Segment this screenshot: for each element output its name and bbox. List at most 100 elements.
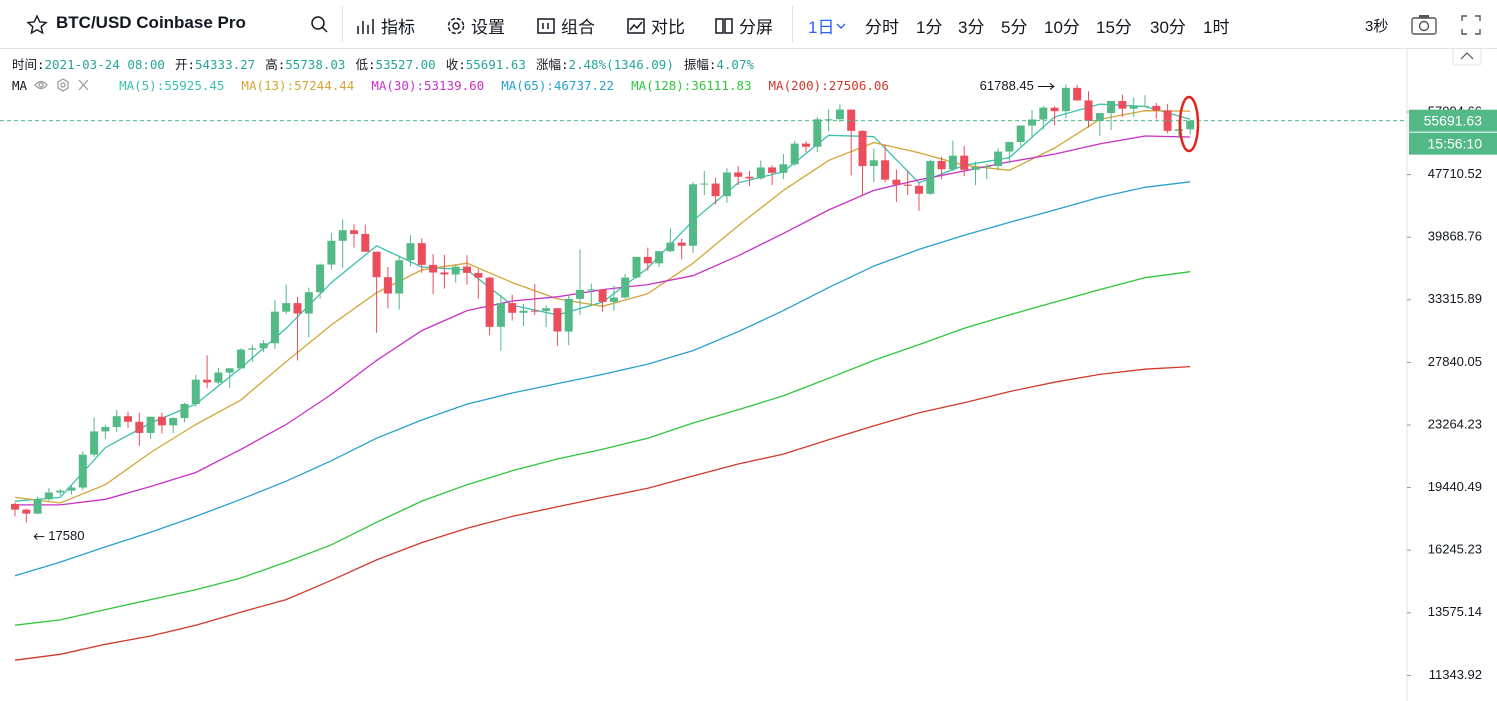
candle-body: [112, 416, 121, 428]
indicator-controls[interactable]: [33, 77, 103, 93]
candle-body: [598, 289, 607, 302]
toolbar-icon: [447, 17, 465, 34]
high-arrow: [1037, 83, 1055, 90]
y-tick-label: 27840.05: [1428, 354, 1482, 369]
candle-body: [463, 266, 471, 273]
refresh-rate[interactable]: 3秒: [1365, 18, 1389, 35]
candle-body: [124, 416, 132, 422]
ma-line: [14, 181, 1191, 577]
interval-label: 1时: [1203, 18, 1230, 37]
candle-body: [248, 348, 257, 350]
high-label: 61788.45: [980, 78, 1034, 93]
candle-body: [1084, 100, 1093, 121]
interval-button[interactable]: 分时: [865, 13, 899, 38]
candle-body: [383, 277, 392, 294]
candle-body: [270, 311, 279, 344]
candle-body: [722, 172, 731, 197]
candle-body: [915, 185, 923, 194]
legend-entry: MA(200):27506.06: [768, 77, 889, 93]
dropdown-icon: [836, 23, 846, 29]
ma-line: [14, 271, 1191, 626]
candle-body: [858, 130, 867, 167]
toolbar-button[interactable]: 对比: [626, 13, 685, 38]
info-label: 开:: [174, 57, 195, 72]
candle-body: [67, 487, 76, 491]
candle-body: [485, 277, 494, 327]
candle-body: [802, 143, 810, 147]
candle-body: [971, 167, 980, 170]
interval-button[interactable]: 1时: [1203, 13, 1229, 38]
screenshot-icon[interactable]: [1410, 13, 1438, 37]
separator: [792, 6, 793, 42]
search-icon[interactable]: [310, 15, 330, 35]
toolbar-button[interactable]: 分屏: [714, 13, 773, 38]
toolbar-button[interactable]: 组合: [536, 13, 595, 38]
interval-label: 15分: [1096, 18, 1132, 37]
candle-body: [214, 372, 223, 383]
candle-body: [621, 277, 630, 298]
candle-body: [11, 503, 19, 510]
candle-body: [813, 119, 822, 147]
symbol[interactable]: BTC/USD Coinbase Pro: [56, 13, 246, 32]
interval-button[interactable]: 1日: [808, 13, 846, 38]
candle-body: [474, 272, 483, 278]
y-tick-label: 16245.23: [1428, 542, 1482, 557]
candle-body: [1174, 129, 1183, 131]
candle-body: [655, 251, 664, 264]
legend-entry: MA(30):53139.60: [371, 77, 485, 93]
candle-body: [576, 289, 584, 299]
candle-body: [1095, 113, 1104, 121]
interval-button[interactable]: 10分: [1044, 13, 1080, 38]
interval-button[interactable]: 3分: [958, 13, 984, 38]
info-row: 时间:2021-03-24 08:00 开:54333.27 高:55738.03 低…: [12, 54, 764, 73]
candle-body: [700, 183, 709, 185]
price-badge-label: 55691.63: [1424, 112, 1483, 128]
interval-button[interactable]: 1分: [916, 13, 942, 38]
toolbar-button[interactable]: 指标: [356, 13, 415, 38]
favorite-icon[interactable]: [26, 14, 48, 36]
candle-body: [994, 151, 1003, 167]
info-label: 振幅:: [683, 57, 717, 72]
interval-button[interactable]: 15分: [1096, 13, 1132, 38]
candle-body: [316, 264, 325, 293]
candle-body: [1016, 125, 1025, 142]
candle-body: [892, 179, 901, 185]
legend-entry: MA(128):36111.83: [631, 77, 752, 93]
scale-toggle[interactable]: [1452, 46, 1482, 66]
info-value: 53527.00: [375, 57, 436, 72]
info-value: 2.48%(1346.09): [568, 57, 674, 72]
candle-body: [203, 379, 212, 383]
candle-body: [1073, 87, 1082, 101]
interval-button[interactable]: 30分: [1150, 13, 1186, 38]
interval-button[interactable]: 5分: [1001, 13, 1027, 38]
countdown-badge: [1409, 132, 1497, 155]
highlight-ellipse: [1178, 95, 1200, 153]
candle-body: [372, 251, 381, 278]
candle-body: [395, 260, 404, 294]
candle-body: [824, 119, 833, 121]
candle-body: [282, 303, 291, 312]
candle-body: [745, 176, 754, 179]
candle-body: [982, 166, 991, 168]
info-value: 54333.27: [194, 57, 256, 72]
ma-line: [14, 365, 1191, 661]
candle-body: [406, 243, 415, 261]
toolbar-button[interactable]: 设置: [446, 13, 505, 38]
candle-body: [1028, 119, 1036, 126]
interval-label: 3分: [958, 18, 985, 37]
candle-body: [519, 310, 528, 313]
y-tick-label: 47710.52: [1428, 166, 1482, 181]
candle-body: [157, 416, 166, 426]
candle-body: [1107, 101, 1116, 114]
indicator-name[interactable]: MA: [12, 77, 28, 93]
candle-body: [451, 266, 460, 275]
candle-body: [756, 167, 765, 179]
candle-body: [1061, 87, 1070, 112]
candle-body: [304, 292, 313, 314]
legend-entry: MA(13):57244.44: [241, 77, 355, 93]
interval-label: 5分: [1001, 18, 1028, 37]
candle-body: [530, 310, 539, 312]
fullscreen-icon[interactable]: [1460, 14, 1482, 36]
candle-body: [711, 183, 720, 197]
